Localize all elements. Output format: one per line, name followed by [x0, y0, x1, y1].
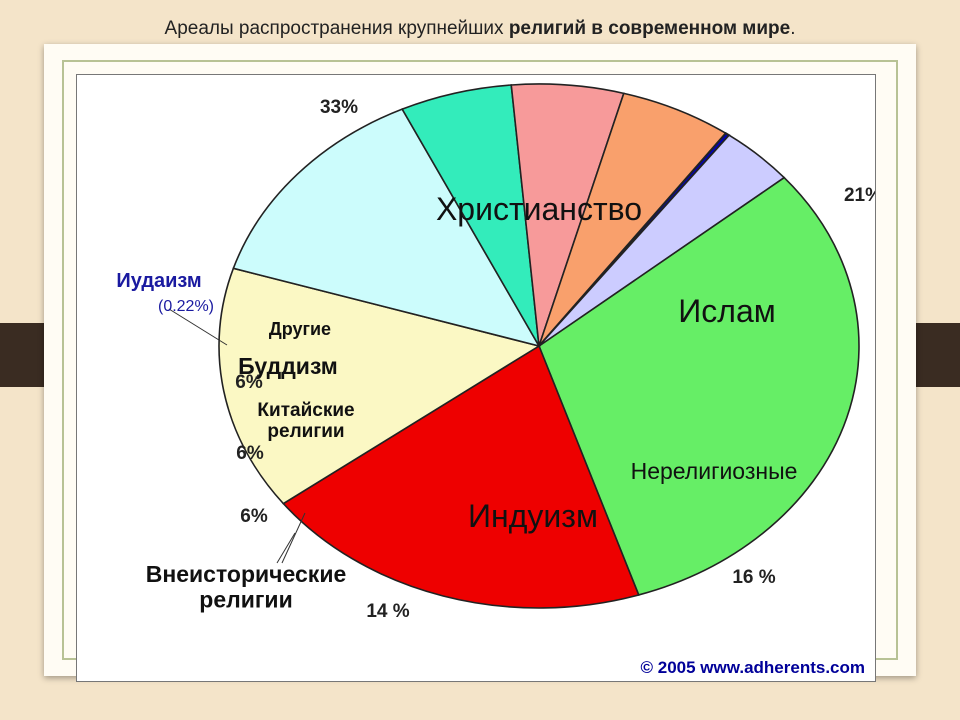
- copyright-text: © 2005 www.adherents.com: [641, 658, 865, 677]
- slice-value-христианство: 33%: [320, 97, 358, 118]
- chart-container: Христианство 33% Ислам 21% Нерелигиозные 16 %…: [76, 74, 882, 682]
- slice-value-ислам: 21%: [844, 185, 875, 206]
- pie-slice-индуизм: [232, 108, 541, 348]
- slide-title: Ареалы распространения крупнейших религи…: [0, 18, 960, 40]
- pie-slice-другие: [538, 134, 786, 347]
- slice-label-иудаизм: Иудаизм: [116, 270, 201, 292]
- slice-value-внеисторические-религии: 6%: [240, 506, 268, 527]
- slide-title-regular: Ареалы распространения крупнейших: [164, 18, 509, 39]
- label-leader-line: [281, 512, 306, 564]
- slice-label-христианство: Христианство: [436, 191, 642, 227]
- label-leader-line: [276, 532, 296, 564]
- slice-label-нерелигиозные: Нерелигиозные: [631, 458, 798, 484]
- slice-label-индуизм: Индуизм: [468, 498, 598, 534]
- slice-label-китайские-религии-1: Китайские: [257, 400, 354, 421]
- slice-label-ислам: Ислам: [678, 293, 775, 329]
- slice-value-китайские-религии: 6%: [236, 443, 264, 464]
- label-leader-line: [168, 308, 228, 346]
- pie-slice-нерелигиозные: [218, 267, 542, 505]
- slice-value-буддизм: 6%: [235, 372, 263, 393]
- pie-slice-христианство: [538, 176, 860, 596]
- slice-label-китайские-религии-2: религии: [267, 421, 344, 442]
- pie-slice-ислам: [282, 344, 640, 609]
- pie-chart: Христианство 33% Ислам 21% Нерелигиозные 16 %…: [116, 83, 882, 677]
- slice-value-индуизм: 14 %: [366, 601, 409, 622]
- slide-title-bold: религий в современном мире: [508, 18, 791, 39]
- slice-value-нерелигиозные: 16 %: [732, 567, 775, 588]
- slice-label-другие: Другие: [269, 319, 331, 339]
- slide-title-end: .: [790, 18, 796, 39]
- slice-label-внеисторические-религии-2: религии: [199, 586, 292, 612]
- slice-label-буддизм: Буддизм: [238, 353, 338, 379]
- slice-label-внеисторические-религии-1: Внеисторические: [146, 561, 347, 587]
- slice-value-иудаизм: (0.22%): [158, 298, 214, 315]
